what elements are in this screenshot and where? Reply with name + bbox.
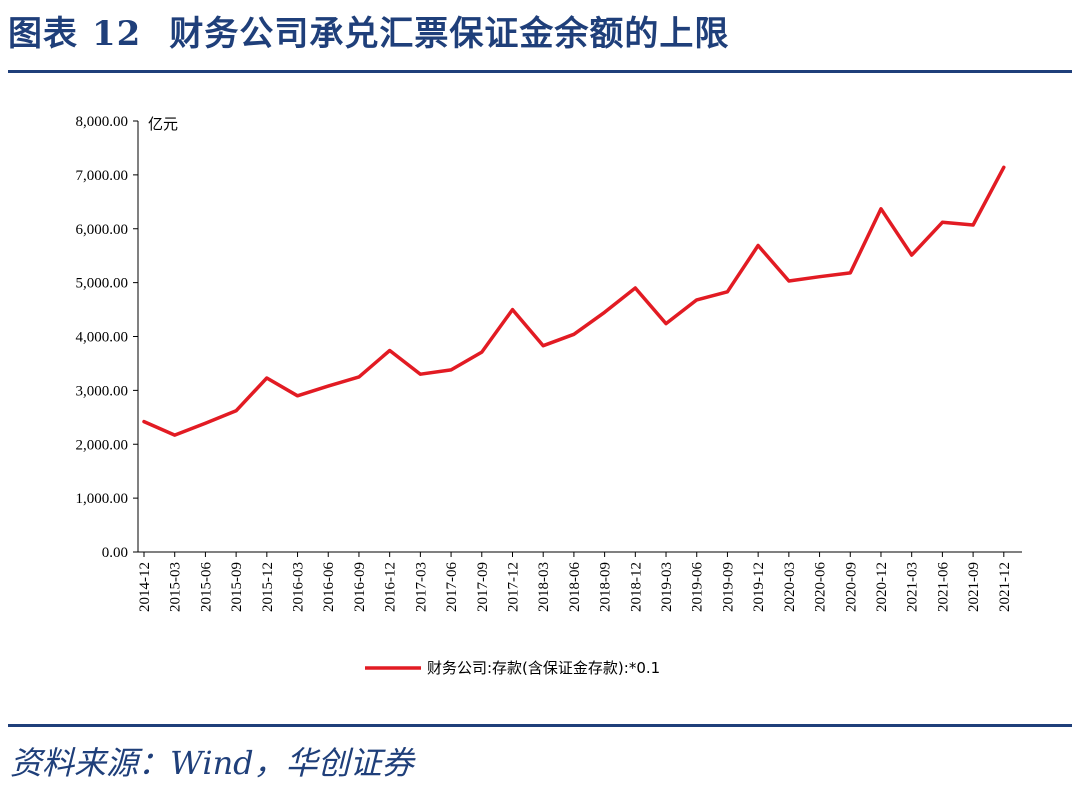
figure-title: 图表 12 财务公司承兑汇票保证金余额的上限 bbox=[8, 6, 729, 55]
x-tick-label: 2015-03 bbox=[168, 562, 184, 612]
x-tick-label: 2021-03 bbox=[905, 562, 921, 612]
y-tick-label: 2,000.00 bbox=[76, 437, 129, 453]
source-note: 资料来源：Wind，华创证券 bbox=[10, 744, 414, 782]
y-tick-label: 5,000.00 bbox=[76, 276, 129, 292]
y-tick-label: 8,000.00 bbox=[76, 114, 129, 130]
figure-title-text: 财务公司承兑汇票保证金余额的上限 bbox=[169, 14, 730, 54]
x-tick-label: 2019-12 bbox=[751, 562, 767, 612]
x-tick-label: 2018-03 bbox=[536, 562, 552, 612]
x-tick-label: 2020-06 bbox=[813, 562, 829, 612]
x-tick-label: 2018-09 bbox=[598, 562, 614, 612]
y-tick-label: 1,000.00 bbox=[76, 491, 129, 507]
x-tick-label: 2016-06 bbox=[321, 562, 337, 612]
header-rule bbox=[8, 70, 1072, 73]
x-tick-label: 2014-12 bbox=[137, 562, 153, 612]
x-tick-label: 2015-06 bbox=[198, 562, 214, 612]
figure-number: 12 bbox=[92, 14, 142, 54]
x-tick-label: 2019-06 bbox=[690, 562, 706, 612]
y-tick-label: 7,000.00 bbox=[76, 168, 129, 184]
x-tick-label: 2017-06 bbox=[444, 562, 460, 612]
y-tick-label: 6,000.00 bbox=[76, 222, 129, 238]
y-tick-label: 0.00 bbox=[102, 545, 128, 561]
x-tick-label: 2016-09 bbox=[352, 562, 368, 612]
x-tick-label: 2016-12 bbox=[383, 562, 399, 612]
footer-rule bbox=[8, 724, 1072, 727]
x-tick-label: 2016-03 bbox=[291, 562, 307, 612]
x-tick-label: 2021-12 bbox=[997, 562, 1013, 612]
y-tick-label: 3,000.00 bbox=[76, 383, 129, 399]
legend-label: 财务公司:存款(含保证金存款):*0.1 bbox=[427, 659, 660, 677]
x-tick-label: 2021-09 bbox=[966, 562, 982, 612]
x-tick-label: 2017-12 bbox=[505, 562, 521, 612]
x-tick-label: 2015-12 bbox=[260, 562, 276, 612]
series-line bbox=[142, 165, 1006, 437]
x-tick-label: 2021-06 bbox=[935, 562, 951, 612]
y-tick-label: 4,000.00 bbox=[76, 330, 129, 346]
plot-area bbox=[142, 165, 1006, 437]
x-tick-label: 2015-09 bbox=[229, 562, 245, 612]
x-tick-label: 2019-03 bbox=[659, 562, 675, 612]
legend: 财务公司:存款(含保证金存款):*0.1 bbox=[365, 659, 660, 677]
x-tick-label: 2017-03 bbox=[413, 562, 429, 612]
x-tick-label: 2018-06 bbox=[567, 562, 583, 612]
x-tick-label: 2020-09 bbox=[843, 562, 859, 612]
x-tick-label: 2018-12 bbox=[628, 562, 644, 612]
x-axis: 2014-12 2015-03 2015-06 2015-09 2015-12 2016-… bbox=[137, 551, 1022, 612]
x-tick-label: 2020-03 bbox=[782, 562, 798, 612]
figure-label: 图表 bbox=[8, 14, 78, 54]
y-axis: 0.00 1,000.00 2,000.00 3,000.00 4,000.00 5,00… bbox=[76, 114, 139, 561]
y-axis-unit-label: 亿元 bbox=[148, 115, 178, 133]
x-tick-label: 2017-09 bbox=[475, 562, 491, 612]
x-tick-label: 2020-12 bbox=[874, 562, 890, 612]
x-tick-label: 2019-09 bbox=[720, 562, 736, 612]
